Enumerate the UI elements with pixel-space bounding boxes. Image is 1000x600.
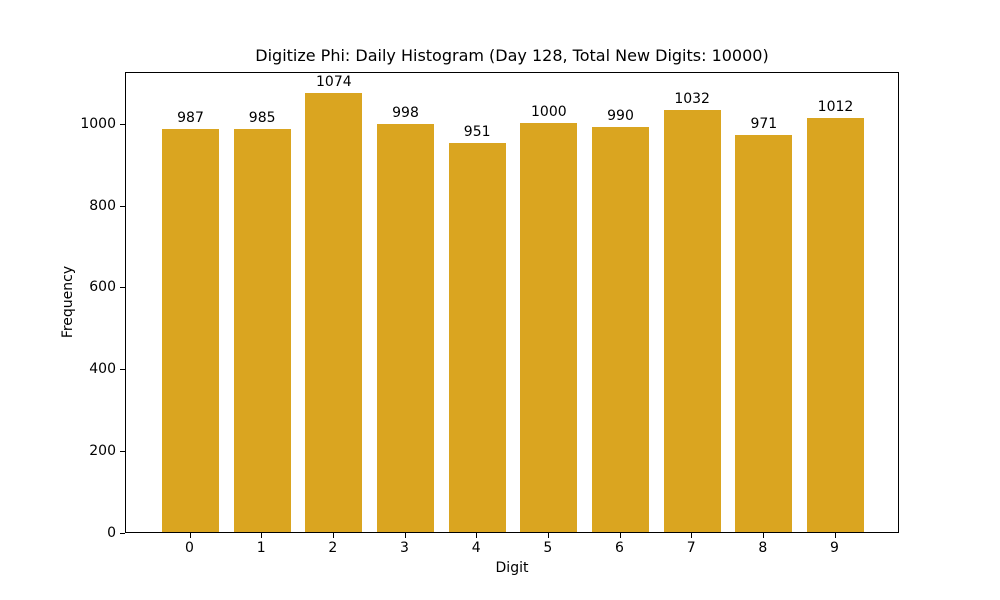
x-tick-label: 6 xyxy=(615,540,624,556)
y-tick-label: 200 xyxy=(89,442,116,459)
bar-value-label-6: 990 xyxy=(607,108,634,125)
x-tick-label: 5 xyxy=(543,540,553,556)
bar-digit-4 xyxy=(448,143,506,532)
y-tick-mark xyxy=(120,205,125,207)
x-tick-label: 4 xyxy=(471,540,481,556)
y-tick-mark xyxy=(120,287,125,289)
bar-value-label-8: 971 xyxy=(750,116,778,133)
y-tick-label: 0 xyxy=(107,524,116,541)
bar-value-label-3: 998 xyxy=(392,105,419,122)
y-tick-mark xyxy=(120,450,125,452)
x-tick-mark xyxy=(547,533,549,538)
bar-digit-5 xyxy=(520,123,578,532)
x-tick-mark xyxy=(189,533,191,538)
y-tick-label: 800 xyxy=(89,197,116,214)
plot-area: 987 985 1074 998 951 1000 990 1032 971 1012 xyxy=(125,72,899,533)
x-tick-label: 2 xyxy=(328,540,338,556)
x-axis-label: Digit xyxy=(495,560,529,576)
chart-title: Digitize Phi: Daily Histogram (Day 128, … xyxy=(255,46,769,65)
x-tick-label: 0 xyxy=(185,540,194,556)
x-tick-mark xyxy=(834,533,836,538)
y-tick-mark xyxy=(120,123,125,125)
bar-digit-0 xyxy=(161,128,220,532)
bar-value-label-5: 1000 xyxy=(531,104,567,121)
x-tick-label: 3 xyxy=(400,540,409,556)
x-tick-mark xyxy=(619,533,621,538)
y-tick-label: 600 xyxy=(89,279,116,296)
x-tick-mark xyxy=(691,533,693,538)
bar-value-label-2: 1074 xyxy=(316,74,352,91)
bar-digit-6 xyxy=(591,127,650,532)
x-tick-label: 7 xyxy=(686,540,696,556)
bar-digit-1 xyxy=(233,129,291,532)
bar-value-label-7: 1032 xyxy=(674,91,710,108)
bar-digit-3 xyxy=(376,124,435,532)
x-tick-mark xyxy=(476,533,478,538)
x-tick-label: 9 xyxy=(830,540,839,556)
x-tick-label: 8 xyxy=(758,540,768,556)
bar-value-label-0: 987 xyxy=(177,109,204,126)
x-tick-mark xyxy=(261,533,263,538)
y-tick-mark xyxy=(120,532,125,534)
y-axis-label: Frequency xyxy=(60,265,76,339)
x-tick-mark xyxy=(762,533,764,538)
bar-digit-2 xyxy=(305,93,363,532)
y-tick-label: 1000 xyxy=(80,115,116,132)
y-tick-mark xyxy=(120,369,125,371)
bar-digit-9 xyxy=(806,118,865,532)
bar-digit-8 xyxy=(735,135,793,532)
x-tick-mark xyxy=(332,533,334,538)
x-tick-mark xyxy=(404,533,406,538)
bar-value-label-9: 1012 xyxy=(817,99,854,116)
bar-value-label-4: 951 xyxy=(463,124,491,141)
bar-value-label-1: 985 xyxy=(248,110,276,127)
y-tick-label: 400 xyxy=(89,361,116,378)
bar-digit-7 xyxy=(663,110,721,532)
x-tick-label: 1 xyxy=(256,540,266,556)
